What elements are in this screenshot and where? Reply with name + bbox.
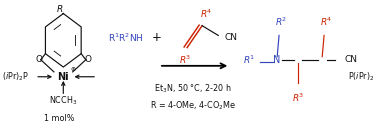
Text: Ni: Ni [57, 72, 69, 82]
Text: O: O [36, 55, 42, 64]
Text: +: + [152, 31, 162, 44]
Text: P$(i$Pr$)_2$: P$(i$Pr$)_2$ [348, 70, 375, 83]
Text: N: N [274, 55, 281, 65]
Text: R$^4$: R$^4$ [320, 16, 332, 28]
Text: R$^1$R$^2$NH: R$^1$R$^2$NH [107, 32, 143, 44]
Text: R: R [56, 5, 63, 14]
Text: $(i$Pr$)_2$P: $(i$Pr$)_2$P [2, 70, 29, 83]
Text: Et$_3$N, 50 °C, 2-20 h: Et$_3$N, 50 °C, 2-20 h [154, 83, 232, 95]
Text: R$^1$: R$^1$ [243, 54, 255, 66]
Text: R = 4-OMe, 4-CO$_2$Me: R = 4-OMe, 4-CO$_2$Me [150, 100, 235, 112]
Text: $\oplus$: $\oplus$ [70, 66, 77, 74]
Text: CN: CN [345, 55, 358, 64]
Text: 1 mol%: 1 mol% [44, 114, 75, 123]
Text: NCCH$_3$: NCCH$_3$ [49, 95, 77, 107]
Text: R$^2$: R$^2$ [275, 16, 287, 28]
Text: CN: CN [225, 33, 238, 42]
Text: R$^4$: R$^4$ [200, 7, 212, 20]
Text: O: O [84, 55, 91, 64]
Text: R$^3$: R$^3$ [179, 54, 191, 66]
Text: R$^3$: R$^3$ [292, 91, 304, 104]
